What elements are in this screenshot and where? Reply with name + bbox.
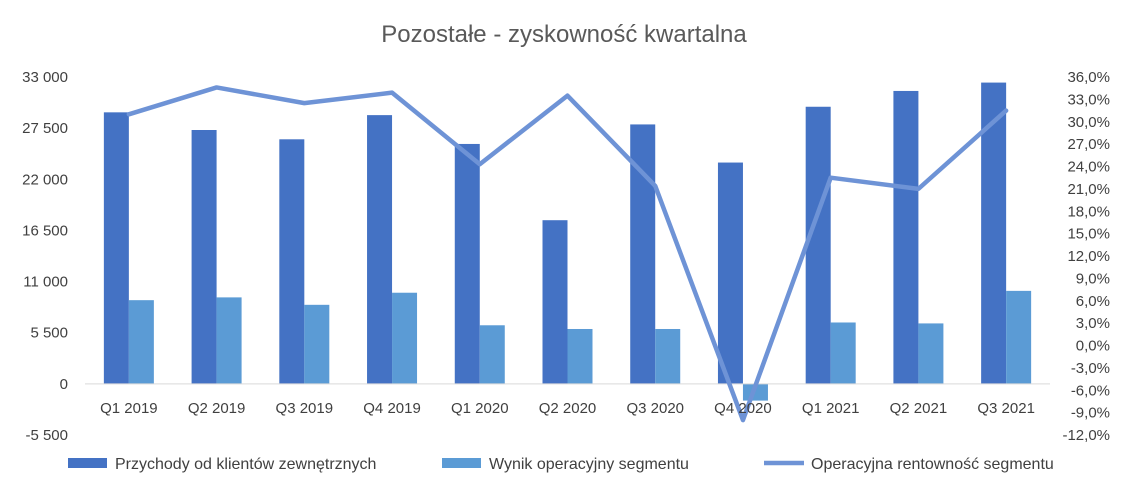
x-tick-label: Q3 2019 <box>276 400 334 417</box>
y-right-tick-label: 9,0% <box>1076 270 1110 287</box>
bar-przychody <box>893 91 918 384</box>
y-left-tick-label: 16 500 <box>22 222 68 239</box>
y-left-tick-label: -5 500 <box>25 427 68 444</box>
x-tick-label: Q1 2021 <box>802 400 860 417</box>
y-left-tick-label: 27 500 <box>22 120 68 137</box>
bar-przychody <box>279 139 304 384</box>
bar-przychody <box>718 163 743 384</box>
legend-label: Przychody od klientów zewnętrznych <box>115 456 376 473</box>
x-tick-label: Q4 2020 <box>714 400 772 417</box>
y-right-tick-label: 21,0% <box>1067 181 1110 198</box>
bar-przychody <box>806 107 831 384</box>
bar-przychody <box>367 115 392 384</box>
y-right-tick-label: 30,0% <box>1067 114 1110 131</box>
chart-title: Pozostałe - zyskowność kwartalna <box>381 21 747 48</box>
x-tick-label: Q2 2021 <box>890 400 948 417</box>
bar-wynik <box>129 300 154 384</box>
y-right-tick-label: 27,0% <box>1067 136 1110 153</box>
bar-przychody <box>455 144 480 384</box>
y-right-tick-label: 18,0% <box>1067 203 1110 220</box>
y-left-tick-label: 22 000 <box>22 171 68 188</box>
y-right-tick-label: -6,0% <box>1071 382 1110 399</box>
bar-przychody <box>543 220 568 384</box>
bar-wynik <box>304 305 329 384</box>
x-tick-label: Q2 2019 <box>188 400 246 417</box>
x-tick-label: Q4 2019 <box>363 400 421 417</box>
x-tick-label: Q1 2019 <box>100 400 158 417</box>
y-right-tick-label: -3,0% <box>1071 360 1110 377</box>
y-right-tick-label: 12,0% <box>1067 248 1110 265</box>
x-tick-label: Q1 2020 <box>451 400 509 417</box>
y-right-tick-label: 36,0% <box>1067 69 1110 86</box>
y-left-tick-label: 0 <box>60 376 68 393</box>
y-right-tick-label: 15,0% <box>1067 226 1110 243</box>
bar-wynik <box>392 293 417 384</box>
x-tick-label: Q2 2020 <box>539 400 597 417</box>
y-left-tick-label: 33 000 <box>22 69 68 86</box>
bar-przychody <box>192 130 217 384</box>
x-tick-label: Q3 2021 <box>977 400 1035 417</box>
bar-wynik <box>655 329 680 384</box>
y-right-tick-label: 0,0% <box>1076 338 1110 355</box>
legend-label: Wynik operacyjny segmentu <box>489 456 689 473</box>
bar-przychody <box>104 112 129 384</box>
y-left-tick-label: 11 000 <box>23 274 68 291</box>
bar-wynik <box>918 323 943 383</box>
bar-wynik <box>217 297 242 383</box>
legend-label: Operacyjna rentowność segmentu <box>811 456 1054 473</box>
y-right-tick-label: -12,0% <box>1062 427 1110 444</box>
y-right-tick-label: -9,0% <box>1071 405 1110 422</box>
y-right-tick-label: 33,0% <box>1067 91 1110 108</box>
y-right-tick-label: 24,0% <box>1067 159 1110 176</box>
plot-area: -5 500 0 5 500 11 000 16 500 22 000 27 500 33 0… <box>22 69 1110 444</box>
y-right-tick-label: 3,0% <box>1076 315 1110 332</box>
bar-wynik <box>480 325 505 384</box>
legend-swatch <box>442 458 481 468</box>
bar-wynik <box>568 329 593 384</box>
legend-swatch <box>68 458 107 468</box>
legend: Przychody od klientów zewnętrznych Wynik … <box>68 456 1054 473</box>
x-tick-label: Q3 2020 <box>626 400 684 417</box>
bar-wynik <box>1006 291 1031 384</box>
y-right-tick-label: 6,0% <box>1076 293 1110 310</box>
y-left-tick-label: 5 500 <box>30 325 68 342</box>
bar-wynik <box>831 322 856 383</box>
